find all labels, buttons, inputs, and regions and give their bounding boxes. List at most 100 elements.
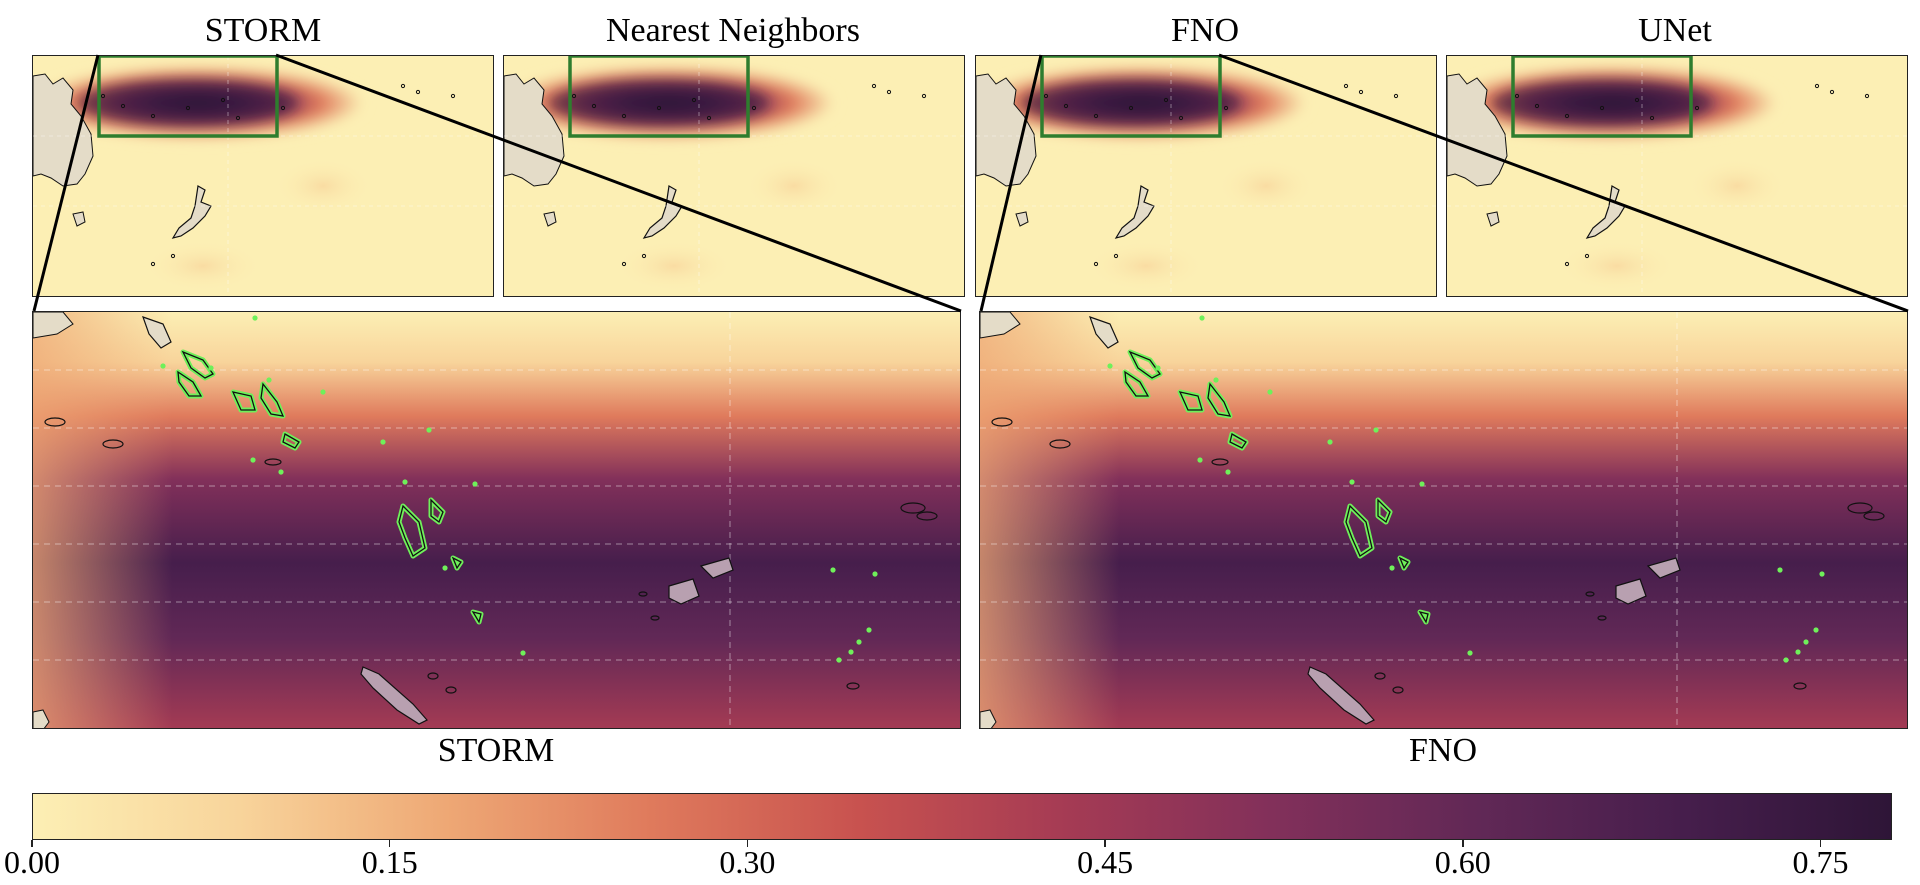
overview-map-unet xyxy=(1447,56,1907,296)
island-dot xyxy=(472,481,478,487)
island-outline xyxy=(177,370,203,397)
island-outline xyxy=(1398,556,1409,570)
island-dot xyxy=(208,365,214,371)
colorbar-tick-label: 0.60 xyxy=(1434,844,1491,880)
risk-hotspot xyxy=(1021,81,1241,125)
island-dot xyxy=(1197,457,1203,463)
island-marker xyxy=(1163,97,1169,103)
island-outline xyxy=(445,686,457,694)
island-dot xyxy=(1267,389,1273,395)
colorbar-tick-label: 0.45 xyxy=(1077,844,1134,880)
risk-hotspot xyxy=(1492,81,1712,125)
risk-hotspot xyxy=(549,81,769,125)
island-outline xyxy=(1863,511,1885,521)
risk-field-edge xyxy=(33,312,960,728)
island-outline xyxy=(260,382,285,417)
island-dot xyxy=(160,363,166,369)
island-dot xyxy=(856,639,862,645)
overview-panel-nearest-neighbors xyxy=(503,55,965,297)
colorbar-tick-mark xyxy=(1462,840,1464,847)
island-marker xyxy=(150,113,156,119)
colorbar-tick-mark xyxy=(746,840,749,847)
papua-new-guinea-outline xyxy=(142,316,172,349)
overview-panel-unet xyxy=(1446,55,1908,297)
island-marker xyxy=(100,93,106,99)
island-outline xyxy=(471,610,482,624)
island-marker xyxy=(1128,105,1134,111)
colorbar-tick-mark xyxy=(31,840,33,847)
new-caledonia-landmass xyxy=(360,666,428,725)
island-dot xyxy=(1419,481,1425,487)
island-outline xyxy=(1178,391,1203,411)
island-dot xyxy=(1803,639,1809,645)
island-dot xyxy=(442,565,448,571)
island-outline xyxy=(1229,433,1247,449)
island-outline xyxy=(900,502,926,514)
overview-map-storm xyxy=(33,56,493,296)
australia-edge xyxy=(980,312,1021,339)
island-outline xyxy=(1597,615,1607,621)
island-marker xyxy=(150,261,156,267)
island-outline xyxy=(1374,672,1386,680)
fiji-landmass xyxy=(699,557,734,579)
faint-risk-blob xyxy=(1086,240,1206,292)
island-outline xyxy=(638,591,648,597)
risk-hotspot xyxy=(78,81,298,125)
island-dot xyxy=(1467,650,1473,656)
island-dot xyxy=(872,571,878,577)
island-marker xyxy=(1178,115,1184,121)
island-marker xyxy=(185,105,191,111)
zoom-label-storm: STORM xyxy=(437,732,555,769)
island-dot xyxy=(1819,571,1825,577)
island-outline xyxy=(398,504,426,557)
island-outline xyxy=(1585,591,1595,597)
island-dot xyxy=(1327,439,1333,445)
island-dot xyxy=(1199,315,1205,321)
island-dot xyxy=(380,439,386,445)
colorbar xyxy=(32,793,1892,840)
island-dot xyxy=(866,627,872,633)
island-outline xyxy=(231,391,256,411)
island-marker xyxy=(1113,253,1119,259)
island-marker xyxy=(1043,93,1049,99)
island-outline xyxy=(1049,439,1071,449)
faint-risk-blob xyxy=(1557,240,1677,292)
island-outline xyxy=(1847,502,1873,514)
colorbar-tick-label: 0.15 xyxy=(361,844,418,880)
faint-risk-blob xyxy=(614,240,734,292)
island-dot xyxy=(1213,377,1219,383)
zoom-map-fno xyxy=(980,312,1907,728)
island-marker xyxy=(1093,261,1099,267)
island-outline xyxy=(1207,382,1232,417)
island-marker xyxy=(220,97,226,103)
papua-new-guinea-outline xyxy=(1089,316,1119,349)
fiji-landmass xyxy=(668,578,700,605)
island-outline xyxy=(102,439,124,449)
island-outline xyxy=(991,417,1013,427)
island-marker xyxy=(170,253,176,259)
zoom-panel-fno xyxy=(979,311,1908,729)
colorbar-tick-label: 0.75 xyxy=(1792,844,1849,880)
colorbar-tick-mark xyxy=(1104,840,1106,847)
new-caledonia-landmass xyxy=(1307,666,1375,725)
island-dot xyxy=(1155,365,1161,371)
island-outline xyxy=(1124,370,1150,397)
colorbar-tick-label: 0.00 xyxy=(4,844,60,880)
australia-edge xyxy=(980,709,997,728)
island-outline xyxy=(846,682,860,690)
colorbar-tick-mark xyxy=(388,840,391,847)
island-dot xyxy=(1777,567,1783,573)
fiji-landmass xyxy=(1646,557,1681,579)
island-outline xyxy=(430,498,444,524)
zoom-label-fno: FNO xyxy=(1408,732,1478,769)
risk-field-edge xyxy=(980,312,1907,728)
fiji-landmass xyxy=(1615,578,1647,605)
overview-panel-storm xyxy=(32,55,494,297)
colorbar-tick-label: 0.30 xyxy=(719,844,776,880)
zoom-panel-storm xyxy=(32,311,961,729)
island-dot xyxy=(836,657,842,663)
island-marker xyxy=(120,103,126,109)
island-dot xyxy=(1813,627,1819,633)
island-dot xyxy=(1373,427,1379,433)
island-dot xyxy=(252,315,258,321)
